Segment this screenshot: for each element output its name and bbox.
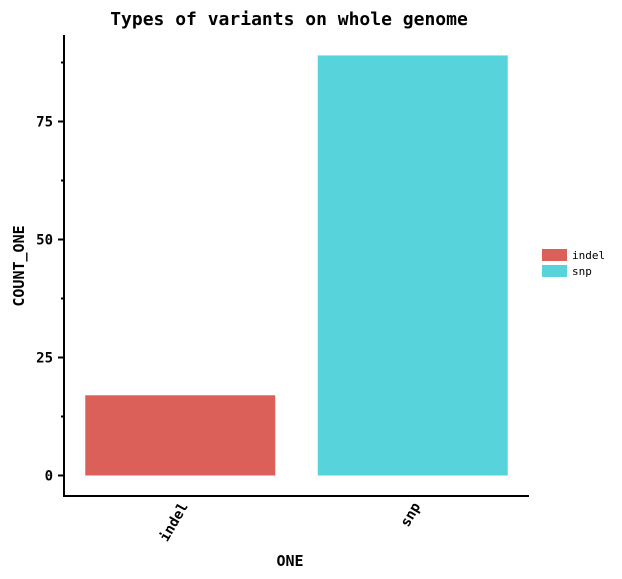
x-tick-label-indel: indel <box>157 500 192 545</box>
legend-label-snp: snp <box>572 265 592 278</box>
bar-snp <box>317 55 508 476</box>
legend-label-indel: indel <box>572 249 605 262</box>
y-ticks-group: 0 25 50 75 <box>36 61 64 485</box>
legend: indel snp <box>542 249 605 278</box>
x-ticks-group: indel snp <box>157 500 424 545</box>
legend-swatch-indel <box>542 249 567 261</box>
y-tick-label: 25 <box>36 351 53 367</box>
y-tick-label: 75 <box>36 115 53 131</box>
bar-indel <box>85 395 276 476</box>
chart-title: Types of variants on whole genome <box>110 9 468 30</box>
y-axis-title: COUNT_ONE <box>10 225 28 306</box>
y-tick-label: 50 <box>36 233 53 249</box>
x-tick-label-snp: snp <box>398 500 425 530</box>
x-axis-title: ONE <box>276 552 303 570</box>
y-tick-label: 0 <box>45 469 53 485</box>
bars-group <box>85 55 508 476</box>
legend-swatch-snp <box>542 265 567 277</box>
